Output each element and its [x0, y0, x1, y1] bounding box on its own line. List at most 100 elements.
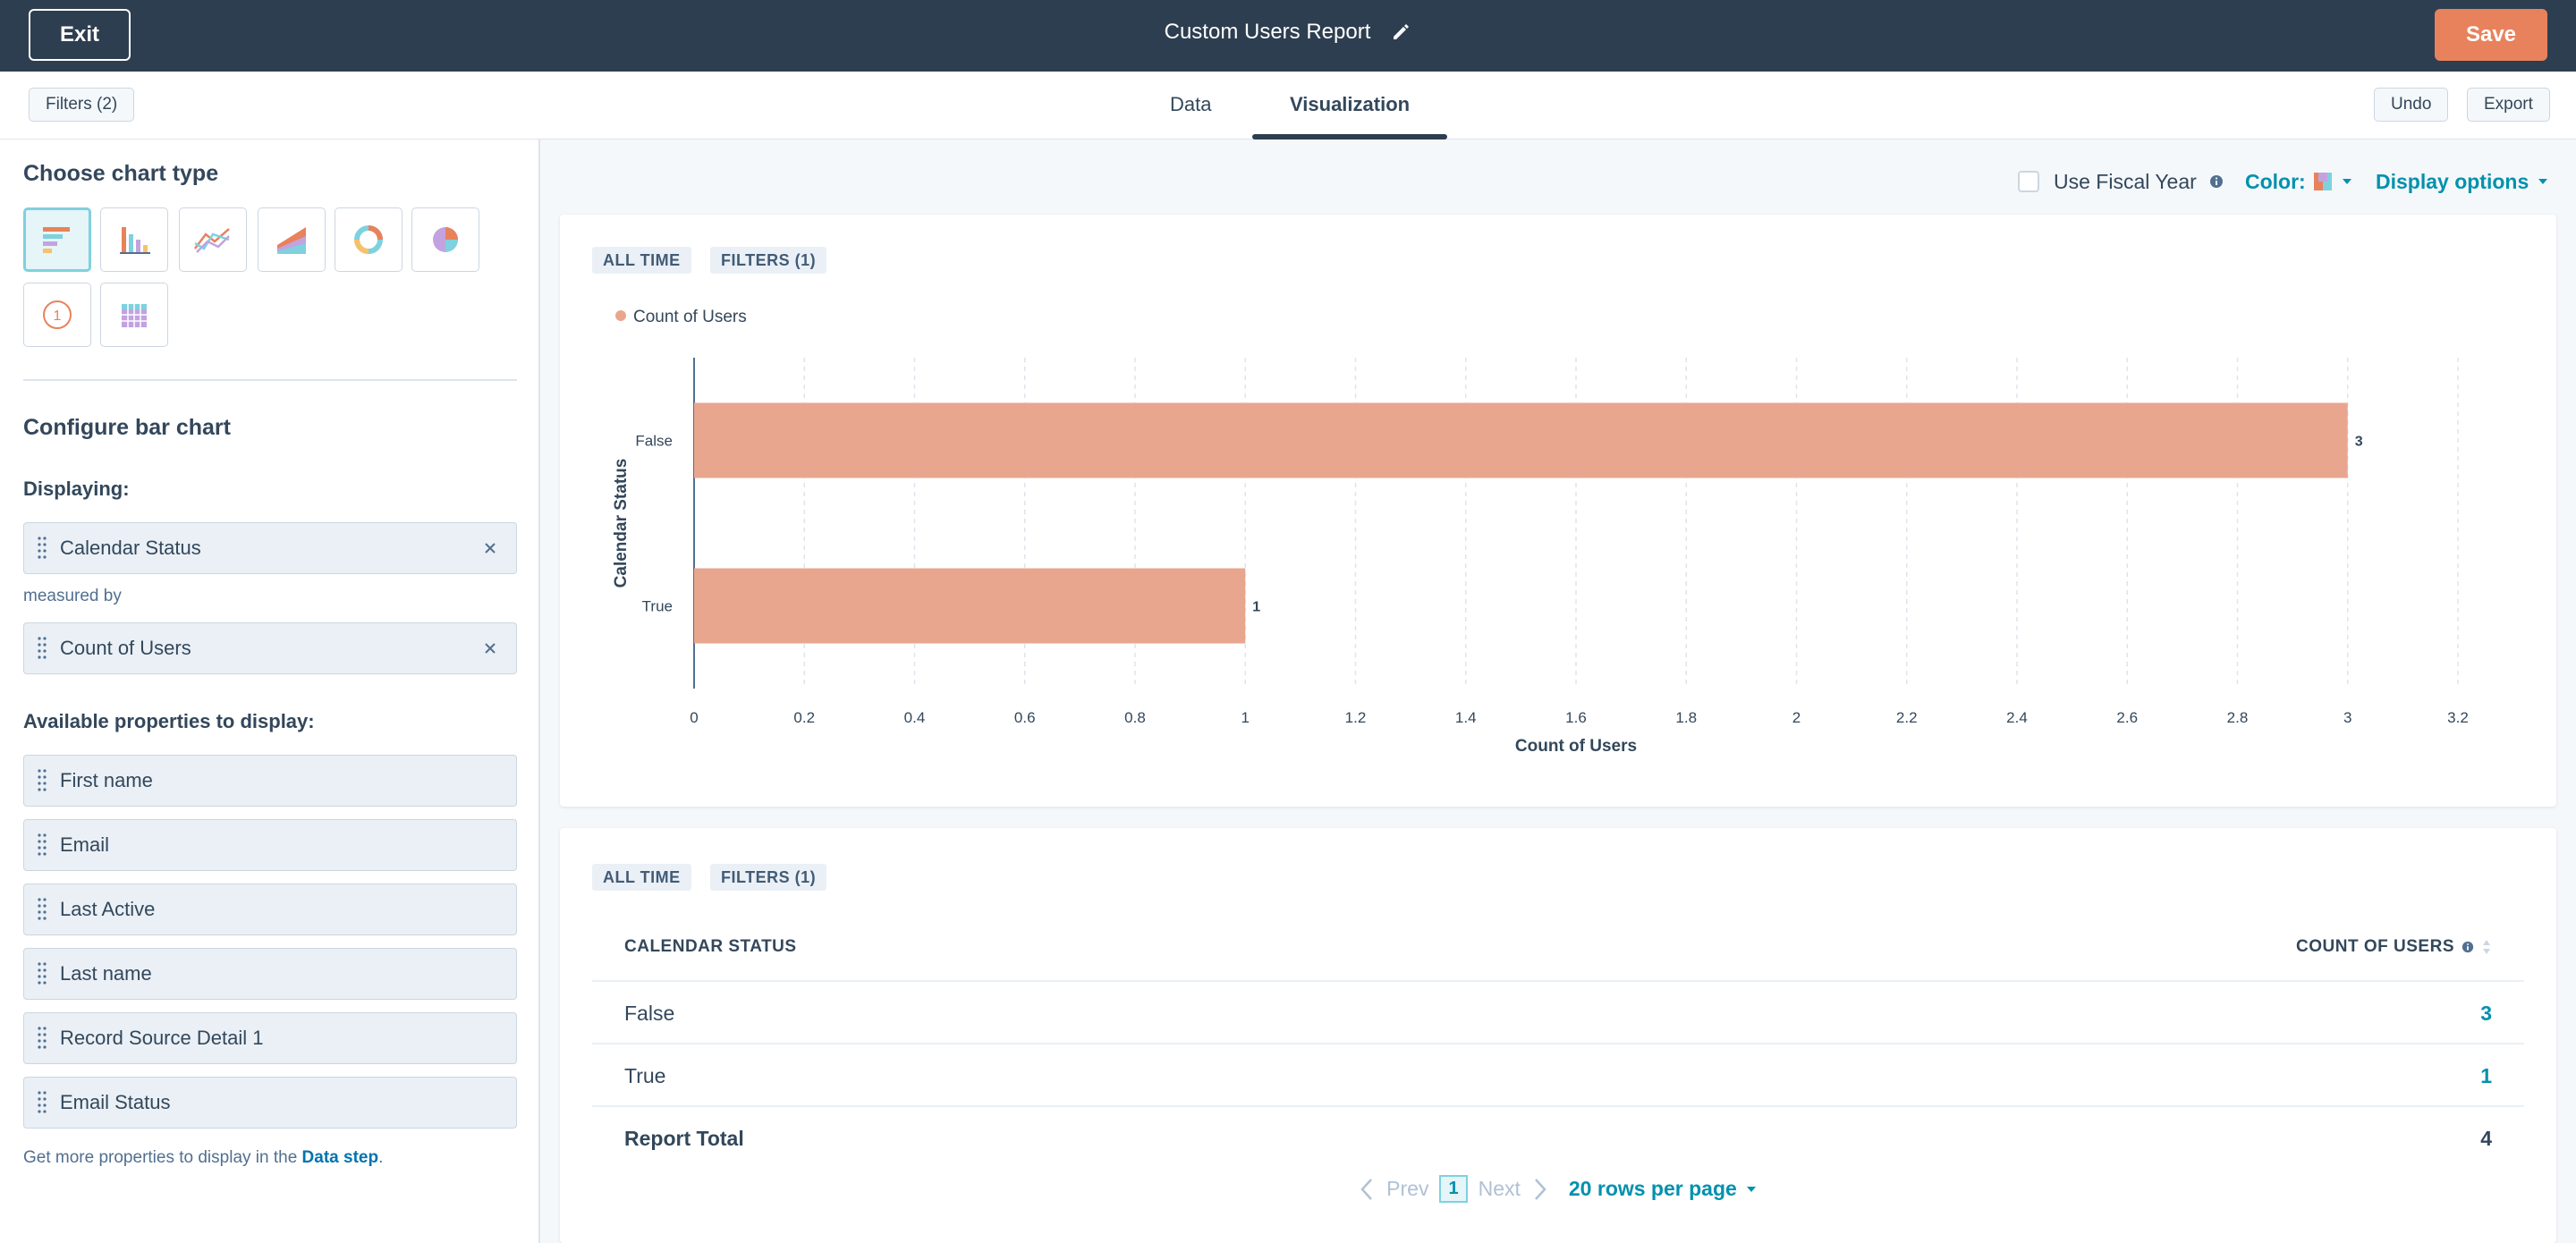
available-property-label: Last Active [60, 898, 156, 920]
drag-handle-icon[interactable] [37, 635, 47, 662]
filters-button[interactable]: Filters (2) [29, 88, 135, 122]
drag-handle-icon[interactable] [37, 1025, 47, 1052]
count-cell[interactable]: 1 [2480, 1064, 2492, 1087]
next-button[interactable]: Next [1478, 1177, 1521, 1200]
info-icon[interactable] [2462, 941, 2474, 953]
measured-property-pill[interactable]: Count of Users [23, 622, 517, 674]
close-icon[interactable] [480, 538, 500, 558]
chart-type-horizontal-bar-button[interactable] [23, 207, 91, 272]
table-row: False 3 [592, 980, 2524, 1043]
x-tick-label: 2 [1792, 709, 1801, 726]
chevron-left-icon[interactable] [1360, 1178, 1374, 1201]
close-icon[interactable] [480, 638, 500, 658]
top-bar: Exit Custom Users Report Save [0, 0, 2576, 72]
display-options-dropdown[interactable]: Display options [2376, 168, 2548, 195]
chart-type-area-button[interactable] [258, 207, 326, 272]
x-tick-label: 0.8 [1124, 709, 1146, 726]
display-options-label: Display options [2376, 169, 2529, 193]
available-property-label: Record Source Detail 1 [60, 1027, 264, 1049]
summary-number-icon: 1 [43, 300, 72, 329]
chevron-right-icon[interactable] [1533, 1178, 1547, 1201]
x-tick-label: 2.8 [2227, 709, 2249, 726]
filters-tag[interactable]: FILTERS (1) [710, 247, 827, 274]
count-cell[interactable]: 3 [2480, 1002, 2492, 1025]
available-property-label: Last name [60, 962, 152, 985]
current-page[interactable]: 1 [1439, 1175, 1468, 1203]
date-range-tag[interactable]: ALL TIME [592, 247, 691, 274]
available-property-pill[interactable]: Last Active [23, 884, 517, 935]
drag-handle-icon[interactable] [37, 832, 47, 858]
chart-type-donut-button[interactable] [335, 207, 402, 272]
caret-down-icon [2342, 179, 2351, 184]
drag-handle-icon[interactable] [37, 960, 47, 987]
x-tick-label: 1.4 [1455, 709, 1477, 726]
report-total-label: Report Total [624, 1127, 744, 1150]
x-tick-label: 1 [1241, 709, 1250, 726]
export-button[interactable]: Export [2467, 88, 2550, 122]
x-tick-label: 1.2 [1345, 709, 1367, 726]
data-label: 1 [1252, 600, 1260, 615]
drag-handle-icon[interactable] [37, 535, 47, 562]
configure-heading: Configure bar chart [23, 415, 231, 440]
chart-type-line-button[interactable] [179, 207, 247, 272]
help-text-suffix: . [378, 1148, 384, 1167]
save-button[interactable]: Save [2435, 9, 2547, 61]
info-icon[interactable] [2209, 174, 2224, 189]
tab-visualization[interactable]: Visualization [1290, 93, 1411, 115]
legend-marker [615, 310, 626, 321]
active-tab-indicator [1252, 134, 1447, 140]
date-range-tag[interactable]: ALL TIME [592, 864, 691, 891]
bar [694, 568, 1246, 644]
pencil-icon[interactable] [1390, 21, 1411, 43]
horizontal-bar-chart-icon [43, 227, 70, 253]
drag-handle-icon[interactable] [37, 896, 47, 923]
pie-chart-icon [433, 227, 458, 252]
rows-per-page-dropdown[interactable]: 20 rows per page [1569, 1177, 1757, 1201]
help-text: Get more properties to display in the Da… [23, 1148, 383, 1168]
area-chart-icon [277, 227, 306, 254]
fiscal-year-checkbox[interactable] [2018, 171, 2039, 192]
table-total-row: Report Total 4 [592, 1105, 2524, 1168]
measured-property-label: Count of Users [60, 637, 191, 659]
available-property-pill[interactable]: First name [23, 755, 517, 807]
data-step-link[interactable]: Data step [301, 1148, 379, 1167]
color-dropdown[interactable]: Color: [2245, 168, 2352, 195]
undo-button[interactable]: Undo [2374, 88, 2449, 122]
exit-button[interactable]: Exit [29, 9, 131, 61]
chart-type-pivot-table-button[interactable] [100, 283, 168, 347]
report-title-group: Custom Users Report [0, 20, 2576, 45]
x-tick-label: 3.2 [2447, 709, 2469, 726]
prev-button[interactable]: Prev [1386, 1177, 1429, 1200]
available-property-pill[interactable]: Email [23, 819, 517, 871]
drag-handle-icon[interactable] [37, 1089, 47, 1116]
chart-type-summary-button[interactable]: 1 [23, 283, 91, 347]
available-property-pill[interactable]: Last name [23, 948, 517, 1000]
caret-down-icon [2538, 179, 2548, 184]
column-header-count-of-users[interactable]: COUNT OF USERS [2296, 937, 2492, 957]
drag-handle-icon[interactable] [37, 767, 47, 794]
tab-data[interactable]: Data [1170, 93, 1212, 115]
x-tick-label: 2.4 [2006, 709, 2028, 726]
chart-type-pie-button[interactable] [411, 207, 479, 272]
table-row: True 1 [592, 1043, 2524, 1105]
x-tick-label: 0.4 [904, 709, 926, 726]
column-header-calendar-status[interactable]: CALENDAR STATUS [624, 937, 797, 956]
fiscal-year-option[interactable]: Use Fiscal Year [2018, 168, 2224, 195]
filters-tag[interactable]: FILTERS (1) [710, 864, 827, 891]
report-total-value: 4 [2480, 1127, 2492, 1150]
chart-card: ALL TIME FILTERS (1) Count of Users 0 0.2 0… [560, 215, 2556, 807]
available-property-pill[interactable]: Record Source Detail 1 [23, 1012, 517, 1064]
displaying-property-label: Calendar Status [60, 537, 201, 559]
report-title[interactable]: Custom Users Report [1164, 20, 1371, 44]
available-property-label: Email Status [60, 1091, 171, 1113]
color-swatch-icon [2313, 173, 2332, 190]
y-tick-label: True [642, 598, 673, 615]
panel-divider [23, 379, 517, 381]
displaying-property-pill[interactable]: Calendar Status [23, 522, 517, 574]
chart-type-column-button[interactable] [100, 207, 168, 272]
sort-icon[interactable] [2481, 937, 2492, 957]
available-property-pill[interactable]: Email Status [23, 1077, 517, 1129]
data-label: 3 [2355, 435, 2363, 450]
x-tick-label: 2.6 [2116, 709, 2138, 726]
donut-chart-icon [354, 225, 383, 254]
